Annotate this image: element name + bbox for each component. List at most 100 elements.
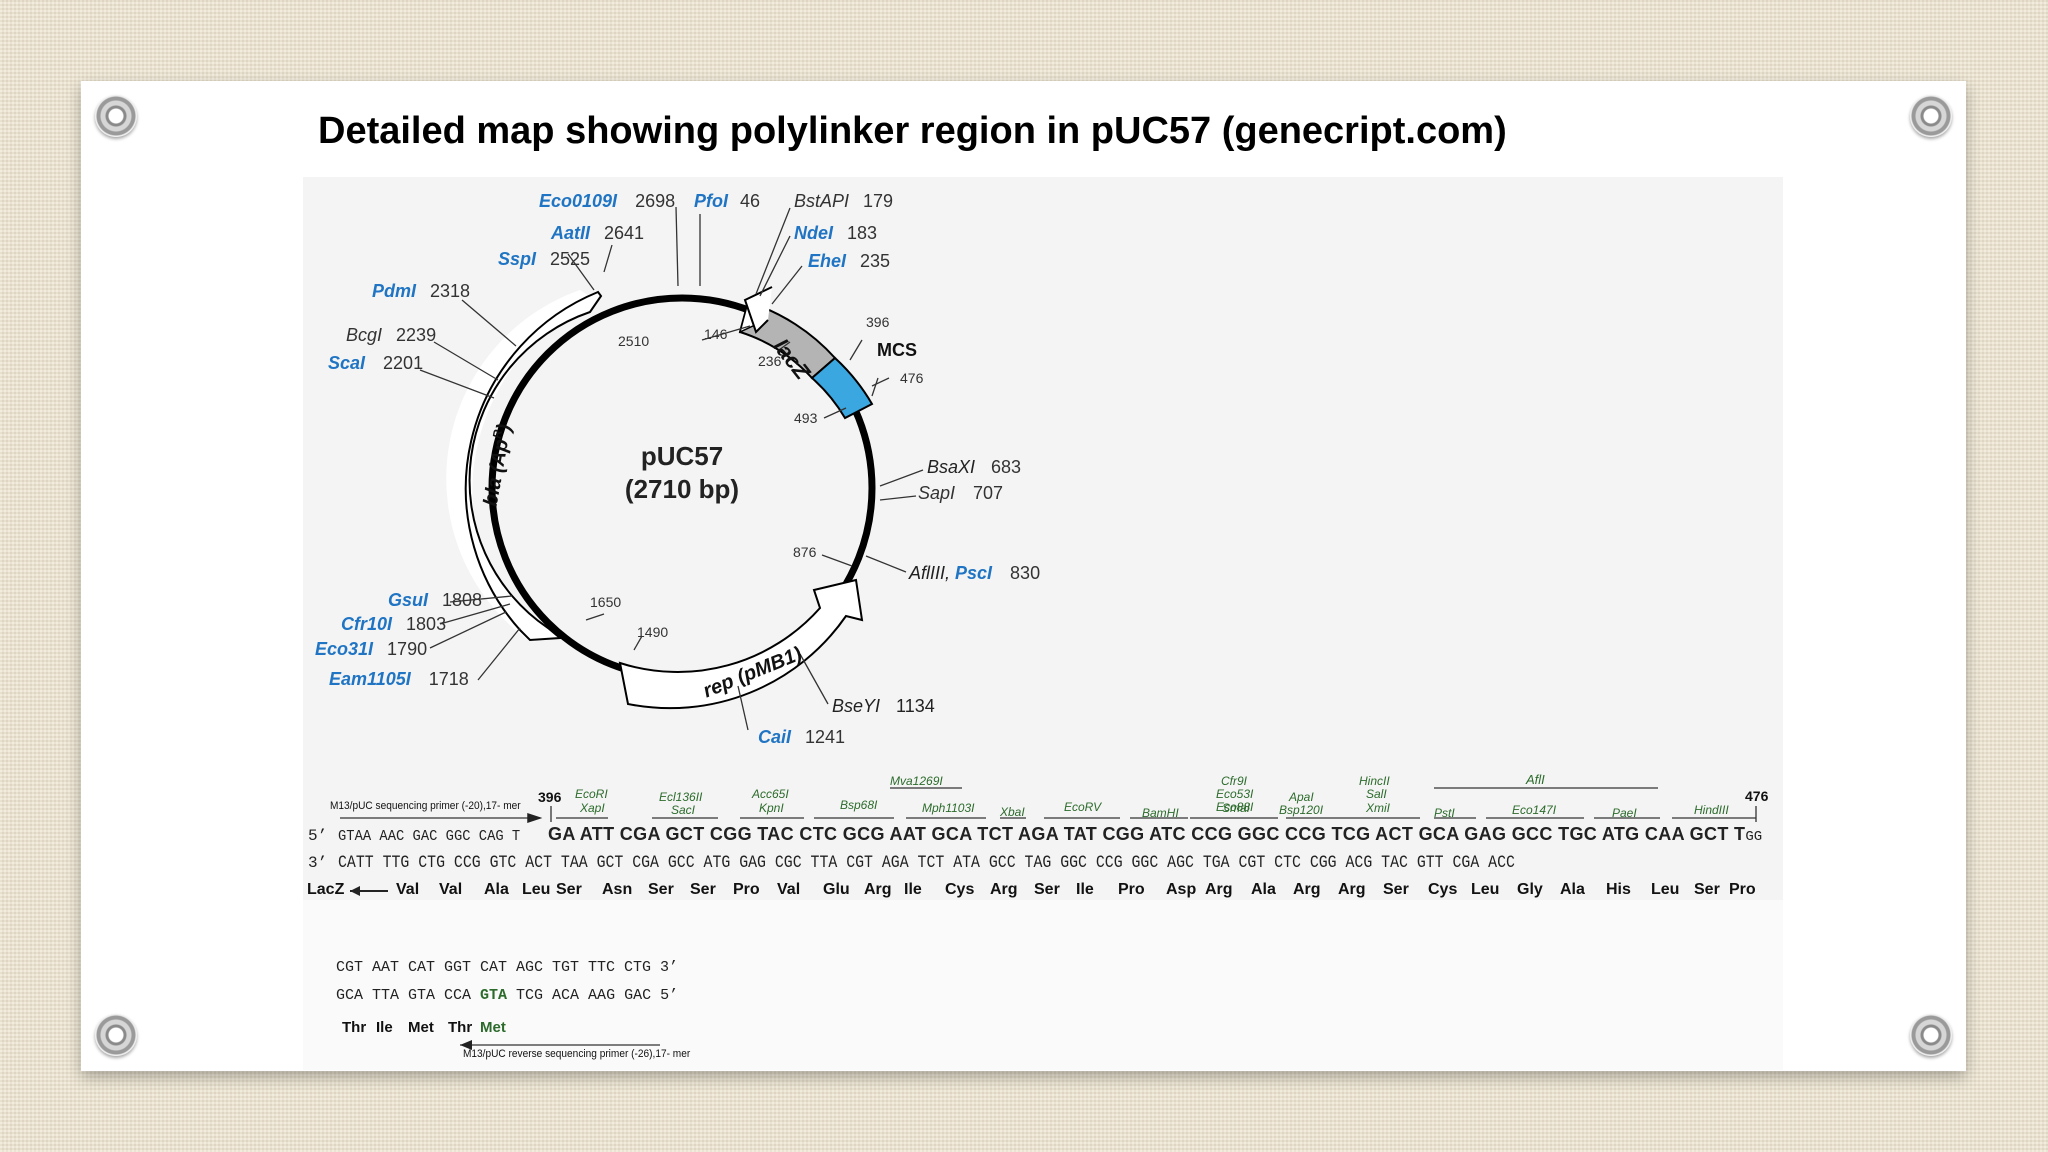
site-ssp: SspI 2525 [498, 249, 591, 269]
pos-493: 493 [794, 410, 818, 426]
amino-acid: Asn [602, 881, 633, 898]
site-pfo: PfoI 46 [694, 191, 761, 211]
site-eam1105: Eam1105I 1718 [329, 669, 469, 689]
enzyme-eco88: Eco88I [1216, 800, 1254, 814]
enzyme-cfr9: Cfr9I [1221, 774, 1248, 788]
amino-acid: Val [777, 881, 801, 898]
amino-acid: Arg [990, 881, 1018, 898]
amino-acid: Ile [1076, 881, 1094, 898]
amino-acid: Pro [1729, 881, 1756, 898]
enzyme-bsp68: Bsp68I [840, 798, 878, 812]
amino-acid: Ser [1694, 881, 1720, 898]
amino-acid: Arg [1205, 881, 1233, 898]
pos-236: 236 [758, 353, 782, 369]
fwd-primer-label: M13/pUC sequencing primer (-20),17- mer [330, 800, 521, 812]
amino-acid: Arg [1338, 881, 1366, 898]
enzyme-sma: SmaI [1222, 801, 1251, 815]
enzyme-ecl136: Ecl136II [659, 790, 703, 804]
cont-amino-acid-row: Thr Ile Met Thr Met [342, 1019, 542, 1039]
enzyme-sac: SacI [671, 803, 696, 817]
bla-arrow [464, 290, 603, 642]
site-afl3: AflIII, PscI 830 [909, 563, 1041, 583]
amino-acid: Glu [823, 881, 850, 898]
enzyme-bsp120: Bsp120I [1279, 803, 1324, 817]
site-nde: NdeI 183 [794, 223, 878, 243]
enzyme-afl2: AflI [1526, 772, 1545, 787]
cont-amino-acid: Met [480, 1019, 506, 1036]
enzyme-mph1103: Mph1103I [922, 801, 975, 815]
site-aat: AatII 2641 [551, 223, 645, 243]
pos-876: 876 [793, 544, 817, 560]
enzyme-xap: XapI [580, 801, 605, 815]
cont-line-1: CGT AAT CAT GGT CAT AGC TGT TTC CTG 3’ [336, 959, 679, 976]
grommet-icon [1910, 1014, 1952, 1056]
site-cfr10: Cfr10I 1803 [341, 614, 447, 634]
site-bcg: BcgI 2239 [346, 325, 437, 345]
pos-2510: 2510 [618, 333, 650, 349]
amino-acid: Cys [1428, 881, 1458, 898]
amino-acid: Ile [904, 881, 922, 898]
grommet-icon [95, 1014, 137, 1056]
site-cai: CaiI 1241 [758, 727, 846, 747]
slide-title: Detailed map showing polylinker region i… [318, 110, 1507, 152]
pos-396: 396 [866, 314, 890, 330]
site-sap: SapI 707 [918, 483, 1004, 503]
amino-acid-row: Val Val Ala Leu Ser Asn Ser Ser Pro Val Glu Arg Ile C… [396, 881, 1786, 903]
enzyme-hinc: HincII [1359, 774, 1390, 788]
amino-acid: Pro [733, 881, 760, 898]
amino-acid: Leu [1651, 881, 1680, 898]
pos-start-396: 396 [538, 789, 562, 805]
amino-acid: Val [439, 881, 463, 898]
grommet-icon [95, 95, 137, 137]
enzyme-hind3: HindIII [1694, 803, 1729, 817]
amino-acid: Leu [522, 881, 551, 898]
amino-acid: Arg [864, 881, 892, 898]
enzyme-sal: SalI [1366, 787, 1387, 801]
site-leader-lines [419, 206, 924, 731]
amino-acid: Ala [484, 881, 509, 898]
plasmid-size: (2710 bp) [624, 474, 740, 504]
enzyme-ecor1: EcoRI [575, 787, 608, 801]
site-bsax: BsaXI 683 [927, 457, 1022, 477]
cont-amino-acid: Thr [342, 1019, 367, 1036]
enzyme-mva1269: Mva1269I [890, 774, 943, 788]
enzyme-xmi: XmiI [1366, 801, 1390, 815]
mcs-label: MCS [877, 340, 917, 360]
enzyme-kpn: KpnI [759, 801, 784, 815]
cont-amino-acid: Thr [448, 1019, 473, 1036]
amino-acid: Pro [1118, 881, 1145, 898]
site-bsey: BseYI 1134 [832, 696, 935, 716]
enzyme-eco147: Eco147I [1512, 803, 1557, 817]
amino-acid: Gly [1517, 881, 1543, 898]
enzyme-acc65: Acc65I [752, 787, 789, 801]
plasmid-name: pUC57 [640, 441, 724, 471]
pos-1650: 1650 [590, 594, 622, 610]
amino-acid: Ser [1383, 881, 1409, 898]
amino-acid: Ala [1251, 881, 1276, 898]
pos-146: 146 [704, 326, 728, 342]
enzyme-pst: PstI [1434, 806, 1455, 820]
site-bstap: BstAPI 179 [794, 191, 894, 211]
figure-panel-bottom [303, 900, 1783, 1070]
site-eco0109: Eco0109I 2698 [539, 191, 676, 211]
site-sca: ScaI 2201 [328, 353, 424, 373]
site-eco31: Eco31I 1790 [315, 639, 428, 659]
mcs-block [810, 356, 874, 420]
amino-acid: His [1606, 881, 1631, 898]
amino-acid: Ser [648, 881, 674, 898]
amino-acid: Ser [556, 881, 582, 898]
plasmid-center-label: pUC57 (2710 bp) [600, 440, 764, 506]
site-ehe: EheI 235 [808, 251, 891, 271]
cont-amino-acid: Met [408, 1019, 434, 1036]
amino-acid: Cys [945, 881, 975, 898]
enzyme-xba: XbaI [1000, 805, 1025, 819]
lacz-aa-label: LacZ [307, 881, 345, 898]
cont-line-2: GCA TTA GTA CCA GTA TCG ACA AAG GAC 5’ [336, 987, 679, 1004]
amino-acid: Asp [1166, 881, 1197, 898]
amino-acid: Ala [1560, 881, 1585, 898]
rep-arrow [618, 578, 864, 710]
site-gsu: GsuI 1808 [388, 590, 483, 610]
enzyme-ecorv: EcoRV [1064, 800, 1102, 814]
